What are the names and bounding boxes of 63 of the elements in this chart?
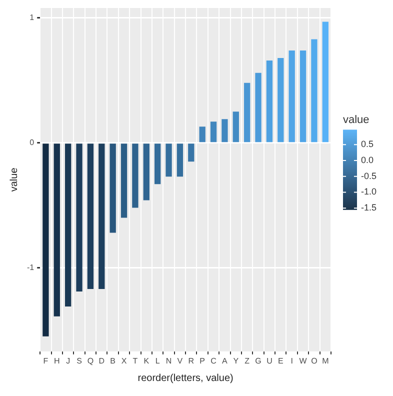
x-tick-label: T bbox=[132, 356, 138, 366]
x-tick-label: W bbox=[299, 356, 308, 366]
x-tick-label: D bbox=[98, 356, 105, 366]
bar bbox=[232, 112, 239, 142]
bar bbox=[311, 39, 318, 142]
bar bbox=[154, 144, 161, 184]
x-axis-title: reorder(letters, value) bbox=[138, 372, 234, 384]
y-tick-label: 1 bbox=[30, 13, 35, 22]
bar bbox=[42, 144, 49, 336]
color-bar-label: -1.0 bbox=[361, 186, 377, 197]
x-tick-label: Z bbox=[244, 356, 250, 366]
bar bbox=[210, 122, 217, 142]
x-tick-label: L bbox=[155, 356, 160, 366]
x-tick-label: A bbox=[222, 356, 228, 366]
x-tick-label: B bbox=[110, 356, 116, 366]
bar bbox=[222, 119, 228, 142]
color-bar-title: value bbox=[343, 114, 370, 126]
x-tick-label: J bbox=[66, 356, 70, 366]
bar bbox=[120, 144, 128, 218]
color-bar-label: -0.5 bbox=[361, 170, 377, 181]
x-tick-label: P bbox=[200, 356, 206, 366]
bar bbox=[176, 144, 184, 177]
x-tick-label: G bbox=[255, 356, 262, 366]
x-tick-label: M bbox=[322, 356, 330, 366]
bar bbox=[98, 144, 105, 289]
bar bbox=[199, 126, 206, 142]
x-tick-label: V bbox=[177, 356, 184, 366]
x-tick-label: Y bbox=[233, 356, 240, 366]
x-tick-label: K bbox=[144, 356, 150, 366]
bar bbox=[266, 60, 273, 142]
color-bar-label: 0.5 bbox=[361, 139, 374, 150]
x-tick-label: Q bbox=[87, 356, 94, 366]
bar bbox=[87, 144, 94, 289]
bar bbox=[255, 72, 262, 142]
bar bbox=[166, 144, 172, 177]
bar bbox=[244, 82, 250, 142]
x-tick-label: O bbox=[311, 356, 318, 366]
bar bbox=[54, 144, 60, 316]
x-tick-label: R bbox=[188, 356, 194, 366]
bar bbox=[132, 144, 138, 208]
color-bar-label: -1.5 bbox=[361, 202, 377, 213]
x-tick-label: N bbox=[166, 356, 172, 366]
x-tick-label: U bbox=[266, 356, 273, 366]
x-tick-label: I bbox=[290, 356, 293, 366]
x-tick-label: X bbox=[121, 356, 128, 366]
bar bbox=[76, 144, 82, 292]
bar bbox=[300, 50, 306, 142]
bar bbox=[278, 58, 284, 142]
color-bar-label: 0.0 bbox=[361, 154, 374, 165]
x-tick-label: E bbox=[278, 356, 284, 366]
x-tick-label: F bbox=[43, 356, 48, 366]
bar bbox=[288, 50, 295, 142]
bar bbox=[322, 22, 328, 142]
x-tick-label: H bbox=[54, 356, 60, 366]
bar bbox=[65, 144, 72, 306]
bar bbox=[143, 144, 150, 200]
y-tick-label: 0 bbox=[30, 138, 35, 148]
bar bbox=[110, 144, 116, 233]
y-axis-title: value bbox=[8, 167, 20, 192]
y-tick-label: -1 bbox=[26, 262, 35, 272]
x-tick-label: S bbox=[76, 356, 82, 366]
x-tick-label: C bbox=[210, 356, 217, 366]
bar bbox=[188, 144, 194, 162]
